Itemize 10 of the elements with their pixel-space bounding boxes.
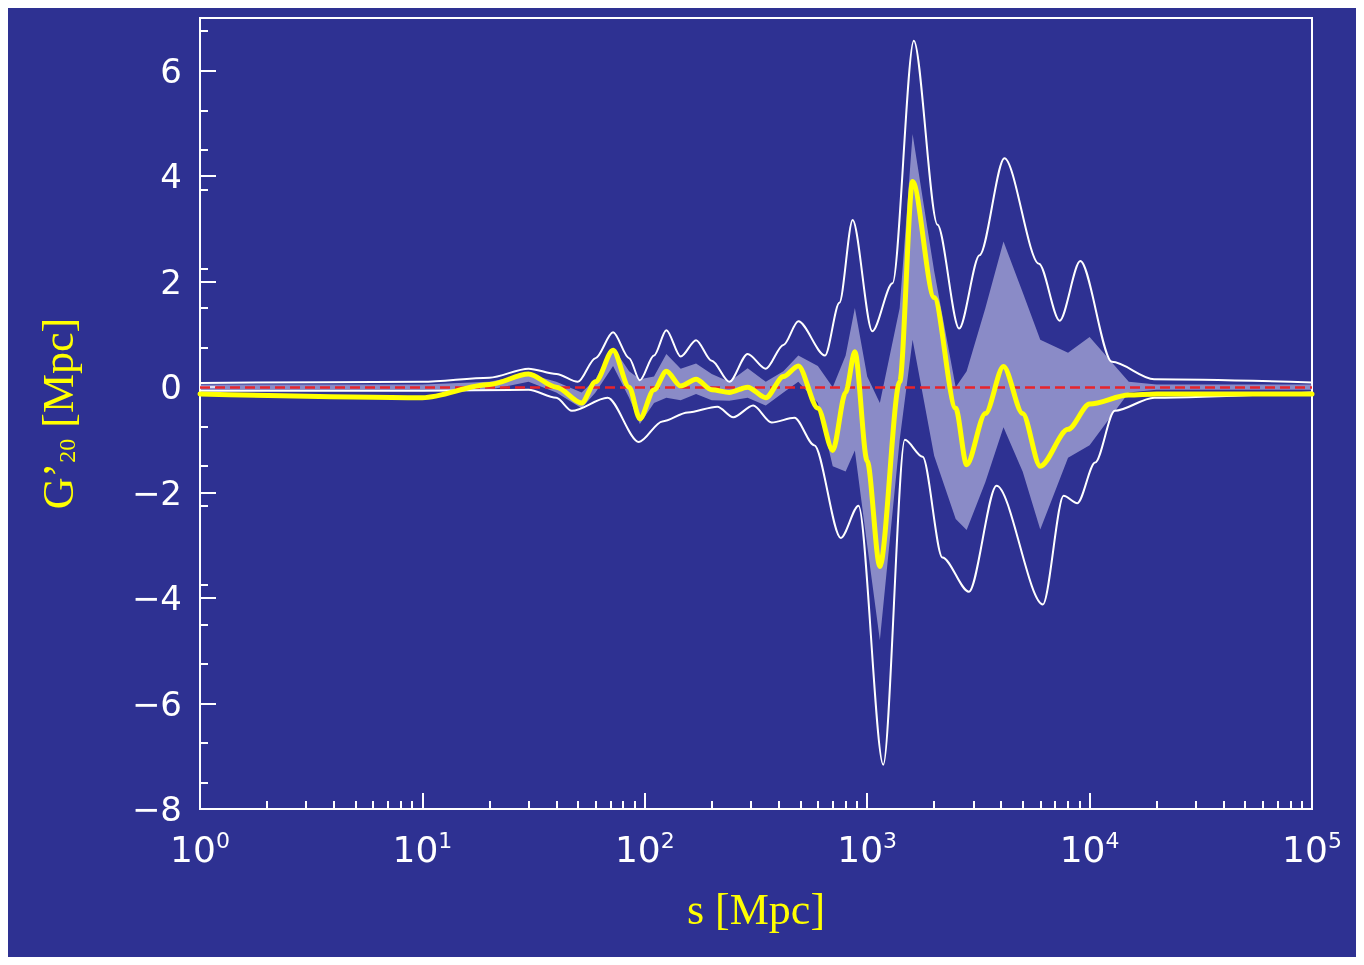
y-tick-label: 4 [160,156,182,197]
y-tick-label: −4 [131,578,182,619]
y-tick-label: −6 [131,683,182,724]
y-tick-label: −8 [131,789,182,829]
y-tick-label: −2 [131,472,182,513]
y-axis-title: G’20 [Mpc] [33,317,83,510]
y-tick-label: 2 [160,261,182,302]
y-tick-label: 6 [160,50,182,91]
y-tick-label: 0 [160,367,182,408]
x-axis-title: s [Mpc] [686,884,826,934]
